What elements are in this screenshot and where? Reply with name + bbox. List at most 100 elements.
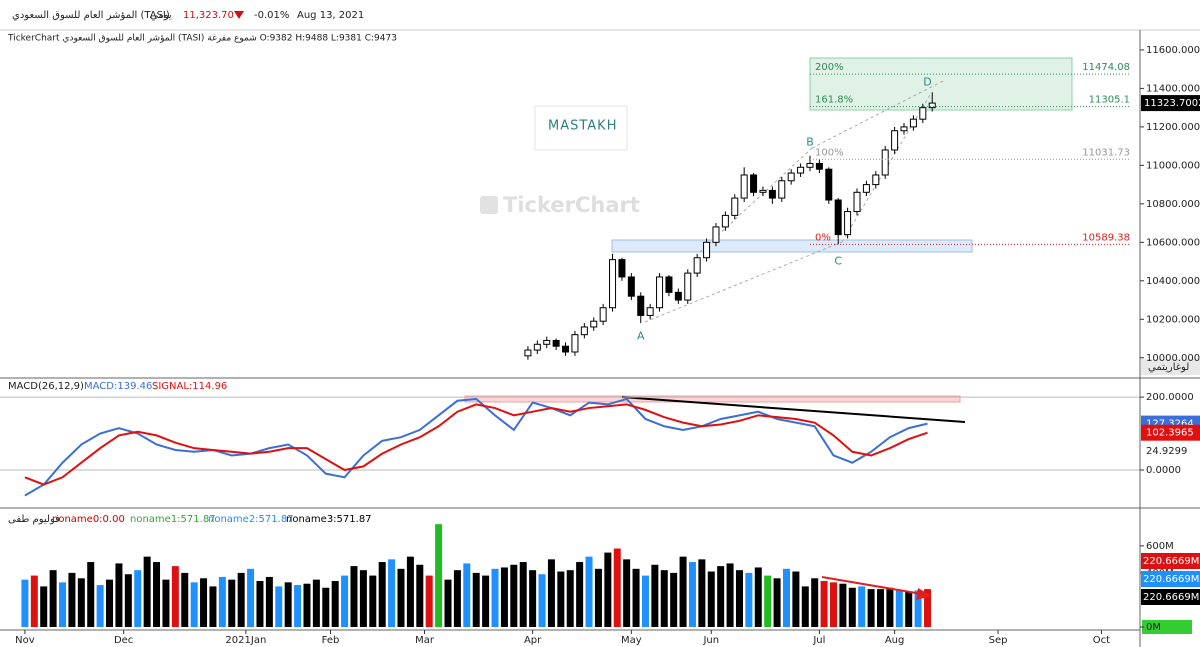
candle-body [684, 272, 692, 301]
macd-plot [0, 396, 1140, 497]
volume-bar [30, 575, 38, 627]
candle-body [891, 130, 899, 151]
volume-bar [425, 575, 433, 627]
pattern-point: C [834, 255, 842, 268]
volume-bar [190, 582, 198, 627]
fib-value: 11305.1 [1089, 95, 1130, 106]
fib-label: 200% [815, 62, 844, 73]
volume-bar [388, 559, 396, 627]
x-tick-label: 2021Jan [225, 635, 266, 646]
price-plot [524, 92, 936, 360]
indicator-line [24, 403, 928, 486]
candle-body [524, 349, 532, 357]
change: -0.01% [254, 10, 289, 21]
candle-body [806, 162, 814, 168]
candle-body [872, 174, 880, 186]
volume-bar [886, 587, 894, 627]
volume-bar [303, 583, 311, 627]
instrument-name: المؤشر العام للسوق السعودي (TASI) [12, 10, 170, 21]
candle-body [721, 214, 729, 228]
date: Aug 13, 2021 [297, 10, 364, 21]
legend-entry: noname3:571.87 [286, 514, 372, 525]
volume-bar [453, 570, 461, 627]
candle-body [909, 118, 917, 128]
volume-bar [444, 579, 452, 627]
legend-entry: MACD:139.46 [84, 381, 152, 392]
volume-bar [218, 576, 226, 627]
indicator-title: فوليوم طفى [8, 514, 60, 525]
candle-body [778, 180, 786, 199]
pattern-point: D [923, 76, 931, 89]
volume-bar [538, 574, 546, 627]
candle-body [665, 276, 673, 293]
volume-bar [613, 548, 621, 627]
volume-bar [792, 571, 800, 627]
volume-bar [115, 563, 123, 627]
y-tick-label: 11400.0000 [1146, 83, 1200, 94]
candle-body [703, 241, 711, 259]
volume-bar [331, 581, 339, 627]
logo-frame [534, 105, 628, 151]
current-value-box [1141, 424, 1200, 441]
fib-label: 0% [815, 232, 831, 243]
y-tick-label: 0.0000 [1146, 465, 1181, 476]
fib-value: 11474.08 [1082, 62, 1130, 73]
candle-body [900, 126, 908, 132]
x-tick-label: May [621, 635, 642, 646]
resistance-zone [464, 395, 961, 403]
zero-box [1142, 620, 1192, 634]
volume-bar [858, 586, 866, 627]
volume-bar [519, 562, 527, 627]
volume-bar [77, 578, 85, 627]
candle-body [844, 211, 852, 236]
volume-bar [604, 552, 612, 627]
volume-bar [688, 562, 696, 627]
volume-bar [143, 556, 151, 627]
fib-label: 161.8% [815, 95, 853, 106]
volume-bar [463, 563, 471, 627]
volume-bar [670, 572, 678, 627]
y-tick-label: 200.0000 [1146, 392, 1194, 403]
watermark: TickerChart [503, 193, 640, 217]
volume-arrow [821, 576, 923, 595]
volume-bar [529, 570, 537, 627]
volume-bar [651, 564, 659, 627]
candle-body [731, 197, 739, 216]
ohlc-info: TickerChart المؤشر العام للسوق السعودي (… [7, 34, 397, 44]
candle-body [637, 295, 645, 316]
y-tick-label: 11600.0000 [1146, 45, 1200, 56]
x-tick-label: Aug [885, 635, 905, 646]
y-tick-label: 600M [1146, 541, 1174, 552]
indicator-title: MACD(26,12,9) [8, 381, 84, 392]
fib-value: 10589.38 [1082, 232, 1130, 243]
volume-bar [49, 570, 57, 627]
volume-bar [566, 570, 574, 627]
candle-body [787, 172, 795, 182]
legend-entry: noname0:0.00 [52, 514, 125, 525]
volume-bar [698, 559, 706, 627]
period: يومي [150, 10, 172, 21]
volume-bar [171, 566, 179, 627]
volume-bar [341, 575, 349, 627]
volume-bar [773, 578, 781, 627]
volume-bar [848, 587, 856, 627]
volume-bar [745, 572, 753, 627]
candle-body [571, 334, 579, 353]
x-tick-label: Nov [15, 635, 35, 646]
legend-entry: noname1:571.87 [130, 514, 216, 525]
volume-bar [905, 591, 913, 627]
volume-bar [632, 568, 640, 627]
y-tick-label: 11000.0000 [1146, 160, 1200, 171]
legend-entry: SIGNAL:114.96 [152, 381, 227, 392]
candle-body [618, 259, 626, 278]
pattern-point: B [806, 135, 814, 148]
volume-bar [557, 571, 565, 627]
volume-bar [707, 571, 715, 627]
x-tick-label: Dec [114, 635, 133, 646]
volume-bar [228, 579, 236, 627]
volume-bar [200, 578, 208, 627]
price: 11,323.70 [183, 10, 234, 21]
volume-bar [679, 556, 687, 627]
y-tick-label: 10800.0000 [1146, 199, 1200, 210]
volume-bar [124, 574, 132, 627]
